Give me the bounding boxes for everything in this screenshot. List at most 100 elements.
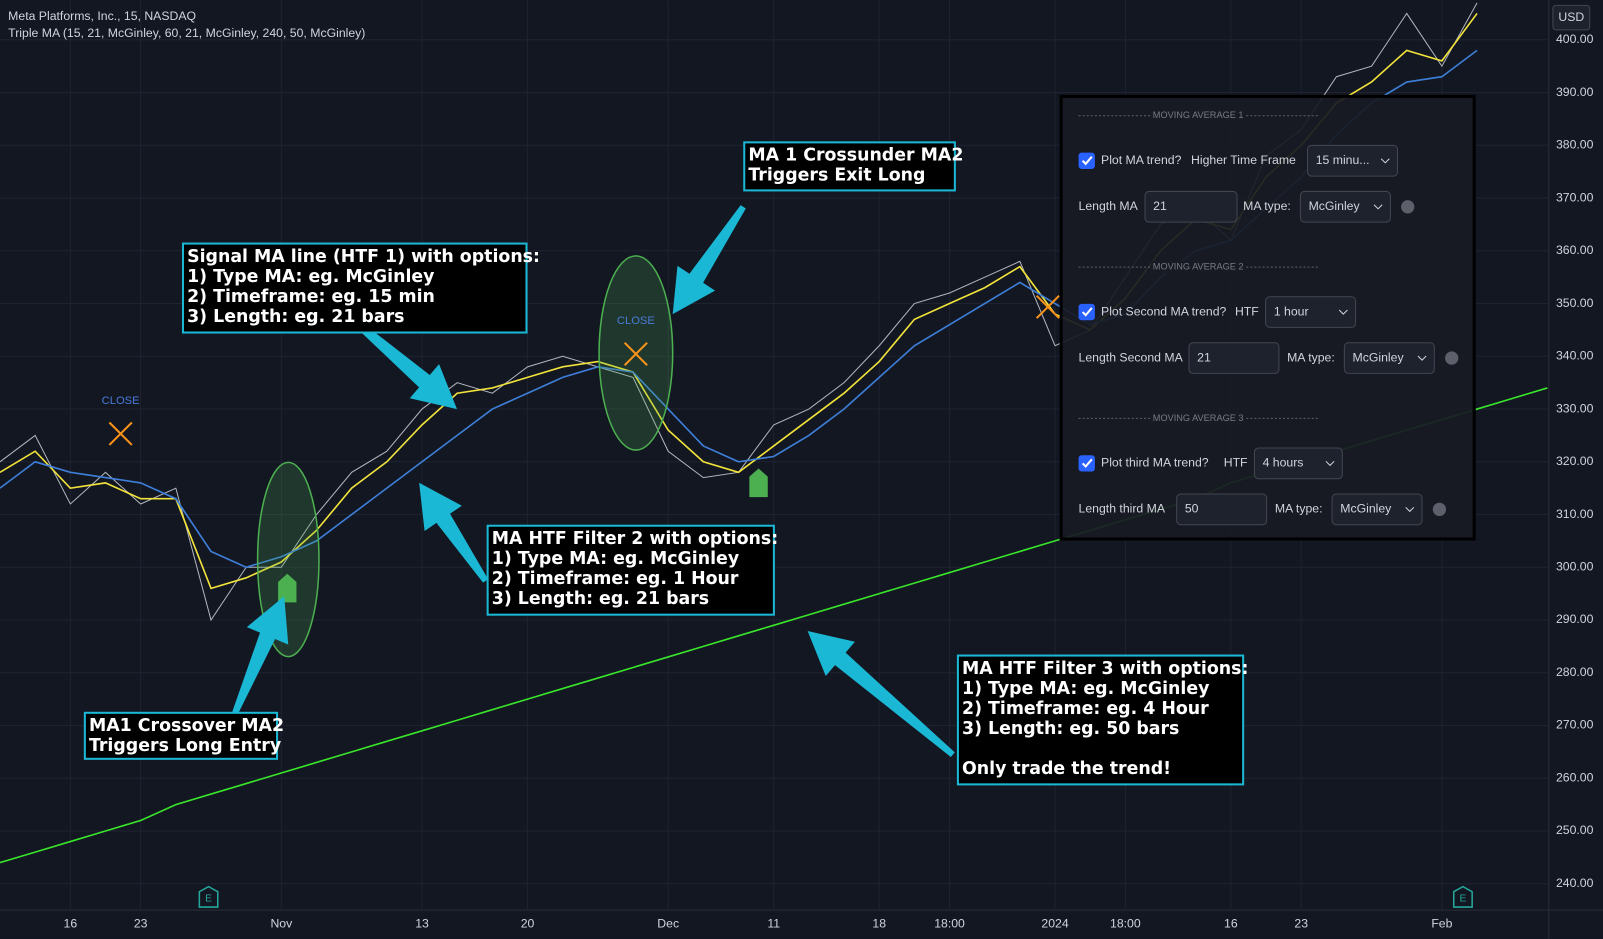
length-value[interactable]: 21 [1153,199,1167,213]
marker-label: CLOSE [617,315,656,327]
info-icon[interactable] [1401,200,1415,214]
x-tick-label: 18:00 [1110,917,1141,931]
checkbox[interactable] [1078,152,1095,169]
dropdown[interactable] [1299,190,1391,223]
section-title: MOVING AVERAGE 1 [1153,110,1244,120]
annotation-text: MA 1 Crossunder MA2 [748,146,963,166]
annotation-text: 2) Timeframe: eg. 1 Hour [492,569,739,589]
x-tick-label: 23 [134,917,148,931]
dropdown-caret[interactable] [1373,204,1383,210]
checkbox-check[interactable] [1081,307,1093,317]
x-tick-label: 18 [872,917,886,931]
event-icon[interactable] [1452,885,1473,908]
y-tick-label: 320.00 [1556,454,1594,468]
length-label: Length third MA [1079,502,1166,516]
section-title: MOVING AVERAGE 2 [1153,262,1244,272]
overlays: CLOSE CLOSE E E Signal MA line (HTF 1) with … [83,141,1473,908]
annotation-text: Only trade the trend! [962,759,1171,779]
dropdown-caret[interactable] [1380,158,1390,164]
x-tick-label: 2024 [1041,917,1068,931]
x-tick-label: 16 [1224,917,1238,931]
callout-arrow [232,596,289,715]
toggle-label[interactable]: Plot third MA trend? [1101,456,1209,470]
x-tick-label: 23 [1294,917,1308,931]
y-tick-label: 250.00 [1556,823,1594,837]
length-label: Length Second MA [1079,350,1184,364]
section-title-bg [1151,109,1246,122]
event-icon[interactable] [198,885,219,908]
timeframe-label: HTF [1224,456,1248,470]
toggle-label[interactable]: Plot Second MA trend? [1101,304,1226,318]
y-tick-label: 330.00 [1556,401,1594,415]
event-label[interactable]: E [205,894,212,905]
y-tick-label: 350.00 [1556,296,1594,310]
dropdown-caret[interactable] [1417,355,1427,361]
timeframe-label: HTF [1235,304,1259,318]
length-input[interactable] [1176,493,1268,526]
exit-marker [623,342,648,366]
annotation-text: 1) Type MA: eg. McGinley [962,679,1209,699]
entry-marker [278,573,297,603]
dropdown-value[interactable]: 4 hours [1263,456,1304,470]
annotation-box [83,711,279,760]
dropdown-value[interactable]: 1 hour [1274,304,1309,318]
x-tick-label: 13 [415,917,429,931]
x-tick-label: 11 [767,917,780,931]
checkbox-check[interactable] [1081,156,1093,166]
indicator-title: Triple MA (15, 21, McGinley, 60, 21, McG… [8,26,365,40]
info-icon[interactable] [1432,502,1447,517]
callout-arrow [672,205,746,315]
x-tick-label: 16 [64,917,78,931]
length-value[interactable]: 21 [1197,350,1211,364]
info-icon[interactable] [1445,351,1459,365]
length-input[interactable] [1188,342,1280,374]
settings-panel: MOVING AVERAGE 1 Plot MA trend? Higher Tim… [1059,94,1476,541]
entry-marker [749,468,768,498]
annotation-box [743,141,956,192]
event-label[interactable]: E [1460,894,1467,905]
dropdown-value[interactable]: 15 minu... [1316,153,1370,167]
callout-arrow [345,312,457,410]
y-tick-label: 240.00 [1556,876,1594,890]
dropdown[interactable] [1343,342,1435,374]
checkbox[interactable] [1078,303,1095,321]
y-tick-label: 390.00 [1556,85,1594,99]
checkbox-check[interactable] [1081,458,1093,468]
length-value[interactable]: 50 [1185,502,1199,516]
type-label: MA type: [1287,350,1335,364]
dropdown-value[interactable]: McGinley [1309,199,1361,213]
annotation-text: 1) Type MA: eg. McGinley [492,549,739,569]
dropdown[interactable] [1253,447,1343,480]
annotation-text: 3) Length: eg. 50 bars [962,719,1179,739]
dropdown-value[interactable]: McGinley [1353,350,1405,364]
currency-button[interactable] [1552,4,1591,31]
annotation-text: MA HTF Filter 2 with options: [492,529,778,549]
annotation-text: Triggers Exit Long [748,166,925,186]
dropdown-caret[interactable] [1338,309,1348,315]
marker-label: CLOSE [102,395,141,407]
annotation-box [181,242,528,334]
length-input[interactable] [1144,190,1238,223]
annotation-text: 3) Length: eg. 21 bars [187,307,404,327]
annotation-text: Signal MA line (HTF 1) with options: [187,247,540,267]
y-tick-label: 260.00 [1556,770,1594,784]
annotation-text: MA HTF Filter 3 with options: [962,659,1248,679]
callout-arrow [419,482,489,583]
toggle-label[interactable]: Plot MA trend? [1101,153,1182,167]
dropdown-caret[interactable] [1405,506,1415,513]
currency[interactable]: USD [1558,10,1584,24]
section-title-bg [1151,412,1246,425]
dropdown-value[interactable]: McGinley [1340,502,1392,516]
y-tick-label: 360.00 [1556,243,1594,257]
annotation-text: Triggers Long Entry [89,736,281,756]
dropdown[interactable] [1307,144,1399,177]
timeframe-label: Higher Time Frame [1191,153,1296,167]
y-tick-label: 340.00 [1556,349,1594,363]
dropdown-caret[interactable] [1325,460,1335,467]
x-tick-label: 18:00 [934,917,965,931]
dropdown[interactable] [1265,296,1357,328]
checkbox[interactable] [1078,455,1095,472]
dropdown[interactable] [1331,493,1423,526]
annotation-text: 2) Timeframe: eg. 15 min [187,287,435,307]
